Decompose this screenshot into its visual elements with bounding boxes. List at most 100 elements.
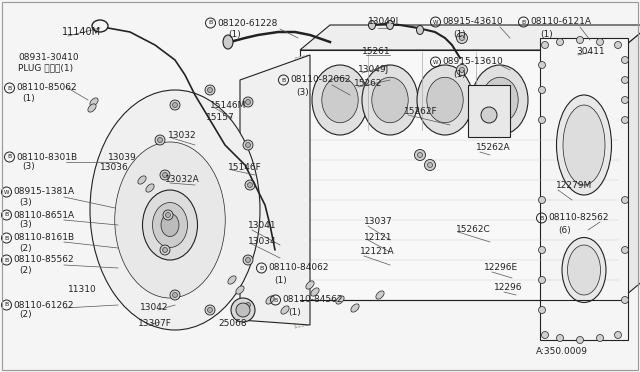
Text: 13307F: 13307F [138, 318, 172, 327]
Circle shape [163, 247, 168, 253]
Circle shape [428, 163, 433, 167]
Circle shape [481, 107, 497, 123]
Circle shape [538, 307, 545, 314]
Circle shape [460, 35, 465, 41]
Text: 08110-84562: 08110-84562 [282, 295, 342, 305]
Text: A:350.0009: A:350.0009 [536, 347, 588, 356]
Circle shape [538, 276, 545, 283]
Text: (3): (3) [22, 163, 35, 171]
Text: 08915-13610: 08915-13610 [442, 58, 503, 67]
Text: 13041: 13041 [248, 221, 276, 231]
Text: 08110-82562: 08110-82562 [548, 214, 609, 222]
Circle shape [577, 337, 584, 343]
Text: 08110-85062: 08110-85062 [16, 83, 77, 93]
Text: 11140M: 11140M [62, 27, 101, 37]
Circle shape [160, 170, 170, 180]
Circle shape [246, 142, 250, 148]
Text: 13034: 13034 [248, 237, 276, 246]
Ellipse shape [568, 245, 600, 295]
Text: (2): (2) [19, 266, 31, 275]
Ellipse shape [311, 288, 319, 296]
Circle shape [246, 302, 250, 308]
Circle shape [460, 67, 465, 73]
Circle shape [155, 135, 165, 145]
Text: (6): (6) [558, 225, 571, 234]
Circle shape [614, 331, 621, 339]
Ellipse shape [90, 90, 260, 330]
Text: 12121A: 12121A [360, 247, 395, 257]
Ellipse shape [372, 77, 408, 123]
Text: B: B [282, 77, 285, 83]
Text: 12296: 12296 [494, 283, 522, 292]
Circle shape [417, 153, 422, 157]
Text: 13039: 13039 [108, 153, 137, 161]
Ellipse shape [312, 65, 368, 135]
Text: (3): (3) [19, 221, 32, 230]
Text: 13036: 13036 [100, 163, 129, 171]
Text: 08915-43610: 08915-43610 [442, 17, 502, 26]
Circle shape [621, 96, 628, 103]
Text: 13049J: 13049J [358, 65, 389, 74]
Circle shape [245, 180, 255, 190]
Text: 08110-8301B: 08110-8301B [16, 153, 77, 161]
Text: 15146F: 15146F [228, 164, 262, 173]
Ellipse shape [152, 202, 188, 247]
Text: 08915-1381A: 08915-1381A [13, 187, 74, 196]
Circle shape [173, 292, 177, 298]
Text: 25068: 25068 [218, 318, 246, 327]
Text: 08110-6121A: 08110-6121A [530, 17, 591, 26]
Circle shape [205, 85, 215, 95]
Text: 13042: 13042 [140, 304, 168, 312]
Text: 15146M: 15146M [210, 100, 246, 109]
Circle shape [243, 255, 253, 265]
Ellipse shape [376, 291, 384, 299]
Circle shape [243, 300, 253, 310]
Circle shape [173, 103, 177, 108]
Text: 08110-82062: 08110-82062 [290, 76, 351, 84]
Circle shape [236, 303, 250, 317]
Circle shape [243, 140, 253, 150]
Circle shape [557, 334, 563, 341]
Ellipse shape [228, 276, 236, 284]
Ellipse shape [387, 20, 394, 29]
Text: (1): (1) [540, 29, 553, 38]
Text: PLUG プラグ(1): PLUG プラグ(1) [18, 64, 73, 73]
Ellipse shape [161, 214, 179, 237]
Text: B: B [522, 19, 525, 25]
Polygon shape [620, 25, 640, 300]
Text: 15262F: 15262F [404, 108, 438, 116]
Ellipse shape [427, 77, 463, 123]
Circle shape [621, 77, 628, 83]
Polygon shape [540, 38, 628, 340]
Circle shape [248, 183, 253, 187]
Text: B: B [4, 212, 8, 218]
Text: 08110-84062: 08110-84062 [268, 263, 328, 273]
Text: B: B [8, 154, 12, 160]
Ellipse shape [223, 35, 233, 49]
Ellipse shape [562, 237, 606, 302]
Circle shape [614, 42, 621, 48]
Circle shape [621, 57, 628, 64]
Text: W: W [433, 19, 438, 25]
Text: B: B [4, 302, 8, 308]
Text: 08110-8651A: 08110-8651A [13, 211, 74, 219]
Circle shape [207, 87, 212, 93]
Text: B: B [259, 266, 264, 270]
Text: 30411: 30411 [576, 48, 605, 57]
Text: 08931-30410: 08931-30410 [18, 52, 79, 61]
Text: B: B [209, 20, 212, 26]
Text: W: W [4, 189, 9, 195]
Polygon shape [300, 50, 620, 300]
Text: (1): (1) [453, 70, 466, 78]
Text: B: B [273, 298, 278, 302]
Text: 15262A: 15262A [476, 144, 511, 153]
Circle shape [557, 38, 563, 45]
Circle shape [538, 247, 545, 253]
Text: B: B [4, 235, 8, 241]
Ellipse shape [362, 65, 418, 135]
Text: W: W [433, 60, 438, 64]
Ellipse shape [306, 281, 314, 289]
Text: 08120-61228: 08120-61228 [217, 19, 277, 28]
Polygon shape [300, 25, 640, 50]
Text: (1): (1) [274, 276, 287, 285]
